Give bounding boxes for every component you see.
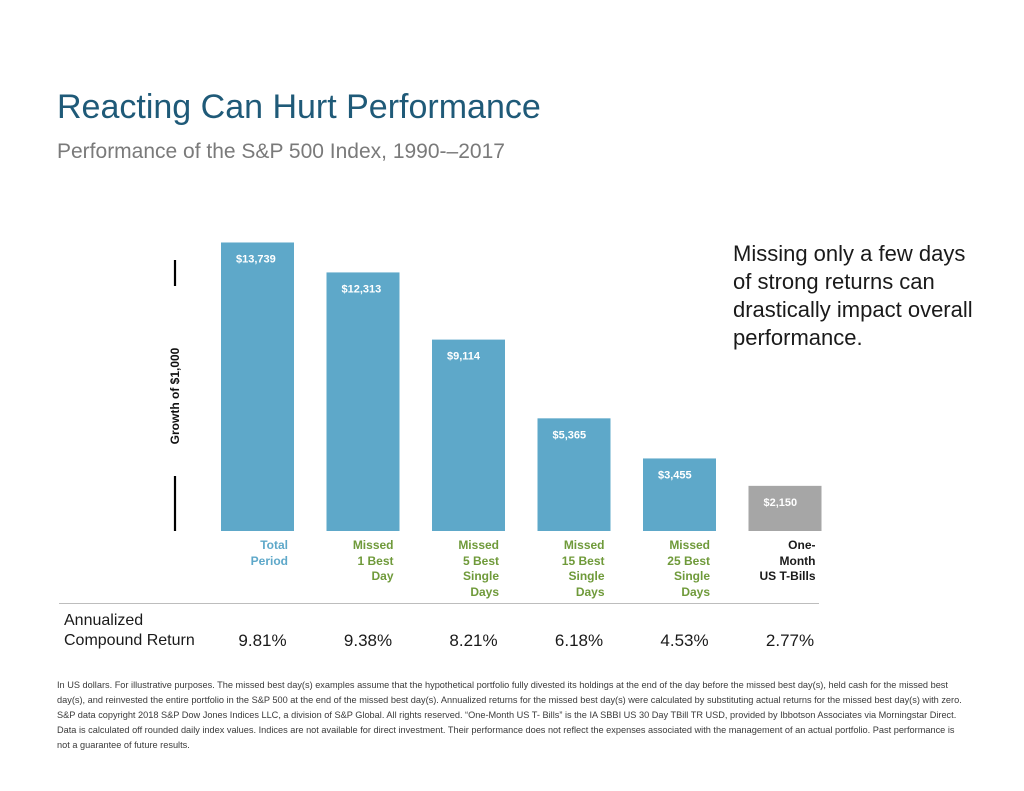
footnote-paragraph-1: In US dollars. For illustrative purposes… bbox=[57, 680, 962, 705]
y-axis-label: Growth of $1,000 bbox=[168, 347, 182, 444]
bar-1 bbox=[326, 272, 400, 531]
category-label-0: Total Period bbox=[198, 538, 288, 569]
category-label-line: Single bbox=[568, 569, 605, 583]
category-label-line: 5 Best bbox=[462, 553, 499, 568]
category-label-line: Missed bbox=[563, 538, 605, 552]
bar-0 bbox=[221, 242, 294, 531]
return-value-3: 6.18% bbox=[554, 631, 604, 650]
bar-value-label-1: $12,313 bbox=[342, 283, 382, 295]
category-label-line: Days bbox=[681, 584, 710, 599]
page-title: Reacting Can Hurt Performance bbox=[57, 88, 541, 126]
returns-header-line1: Annualized bbox=[64, 612, 144, 629]
bar-3 bbox=[537, 418, 611, 531]
category-label-4: Missed 25 Best Single Days bbox=[620, 538, 710, 600]
category-label-5: One- Month US T-Bills bbox=[726, 538, 816, 585]
y-axis: Growth of $1,000 bbox=[168, 260, 182, 531]
return-value-1: 9.38% bbox=[343, 631, 393, 650]
bar-value-label-0: $13,739 bbox=[236, 253, 276, 265]
return-value-4: 4.53% bbox=[660, 631, 709, 650]
footnote-paragraph-2: S&P data copyright 2018 S&P Dow Jones In… bbox=[57, 710, 957, 750]
category-label-1: Missed 1 Best Day bbox=[304, 538, 394, 585]
category-label-3: Missed 15 Best Single Days bbox=[515, 538, 605, 600]
category-label-line: 1 Best bbox=[357, 553, 394, 568]
category-label-line: Single bbox=[462, 569, 499, 583]
category-label-line: Days bbox=[575, 584, 605, 599]
bar-series: $13,739 $12,313 $9,114 $5,365 $3,455 $2,150 bbox=[221, 242, 822, 531]
bar-4 bbox=[643, 458, 716, 531]
returns-header-line2: Compound Return bbox=[64, 632, 195, 649]
category-label-line: Period bbox=[250, 553, 288, 568]
category-label-line: Missed bbox=[669, 538, 710, 552]
category-label-line: Single bbox=[673, 569, 710, 583]
returns-header: Annualized Compound Return bbox=[64, 611, 234, 651]
category-label-line: Days bbox=[470, 584, 499, 599]
divider-line bbox=[59, 603, 819, 604]
category-label-line: 15 Best bbox=[561, 553, 605, 568]
footnote: In US dollars. For illustrative purposes… bbox=[57, 678, 962, 753]
callout-text: Missing only a few days of strong return… bbox=[733, 241, 973, 350]
bar-value-label-4: $3,455 bbox=[658, 469, 692, 481]
bar-5 bbox=[748, 485, 822, 531]
page-subtitle: Performance of the S&P 500 Index, 1990-–… bbox=[57, 140, 505, 163]
category-label-line: Day bbox=[371, 569, 394, 583]
category-label-line: Total bbox=[260, 538, 288, 552]
category-label-line: US T-Bills bbox=[759, 569, 816, 583]
return-value-0: 9.81% bbox=[238, 631, 287, 650]
bar-value-label-2: $9,114 bbox=[447, 351, 481, 363]
category-label-line: One- bbox=[788, 538, 816, 552]
return-value-2: 8.21% bbox=[449, 631, 498, 650]
bar-2 bbox=[432, 339, 505, 531]
bar-value-label-3: $5,365 bbox=[553, 429, 587, 441]
category-label-line: Month bbox=[779, 553, 816, 568]
bar-value-label-5: $2,150 bbox=[764, 497, 798, 509]
category-label-2: Missed 5 Best Single Days bbox=[409, 538, 499, 600]
category-label-line: Missed bbox=[458, 538, 499, 552]
category-label-line: 25 Best bbox=[667, 553, 710, 568]
category-label-line: Missed bbox=[352, 538, 394, 552]
return-value-5: 2.77% bbox=[765, 631, 815, 650]
